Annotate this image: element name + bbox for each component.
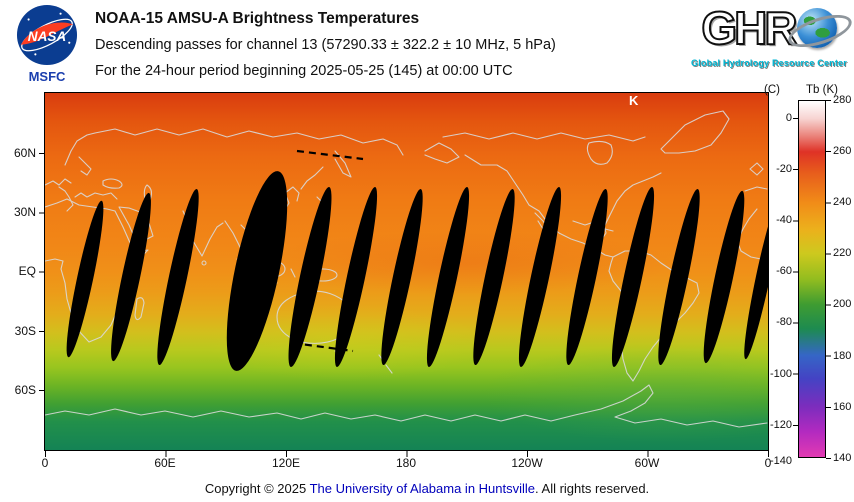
coastline-scandinavia	[64, 132, 96, 176]
period-line: For the 24-hour period beginning 2025-05…	[95, 63, 513, 79]
colorbar-gradient	[798, 100, 826, 458]
kelvin-tick-180: 180	[833, 350, 852, 362]
lat-label-60s: 60S	[14, 383, 36, 397]
subtitle: Descending passes for channel 13 (57290.…	[95, 37, 556, 53]
lon-label-120w: 120W	[511, 456, 543, 470]
copyright-suffix: . All rights reserved.	[535, 481, 650, 496]
copyright-prefix: Copyright © 2025	[204, 481, 310, 496]
coastline-antarctica	[45, 384, 768, 428]
celsius-tick-60: -60	[776, 265, 792, 277]
celsius-tick-120: -120	[769, 419, 792, 431]
kelvin-tick-160: 160	[833, 401, 852, 413]
ghrc-logo[interactable]: GHR Global Hydrology Resource Center	[684, 0, 854, 84]
nasa-msfc-label: MSFC	[28, 69, 66, 84]
coastline-black-sea	[102, 178, 123, 189]
kelvin-tick-260: 260	[833, 145, 852, 157]
lat-label-30s: 30S	[14, 324, 36, 338]
kelvin-tick-280: 280	[833, 94, 852, 106]
map-overlay	[45, 110, 768, 428]
lat-label-30n: 30N	[13, 205, 36, 219]
coastlines	[45, 110, 768, 428]
coastline-europe	[45, 178, 118, 212]
nasa-logo[interactable]: NASA MSFC	[10, 4, 84, 86]
celsius-tick-140: -140	[769, 455, 792, 467]
scanline-dashes	[292, 149, 364, 353]
coastline-greenland	[660, 110, 730, 154]
coastline-arabia	[118, 206, 154, 244]
colorbar-celsius-tick-marks	[793, 118, 798, 427]
ghrc-globe-icon	[784, 8, 854, 54]
celsius-tick-0: 0	[785, 112, 792, 124]
nasa-wordmark: NASA	[28, 29, 66, 44]
copyright-line: Copyright © 2025 The University of Alaba…	[0, 481, 854, 496]
kelvin-tick-200: 200	[833, 298, 852, 310]
ghrc-tagline: Global Hydrology Resource Center	[691, 58, 847, 68]
lon-label-0w: 0	[764, 456, 772, 470]
university-link[interactable]: The University of Alabama in Huntsville	[309, 481, 536, 496]
kelvin-tick-240: 240	[833, 196, 852, 208]
lon-label-0e: 0	[41, 456, 49, 470]
coastline-madagascar	[134, 297, 145, 321]
lat-label-eq: EQ	[18, 264, 36, 278]
lon-label-180: 180	[395, 456, 417, 470]
colorbar-celsius-title: (C)	[764, 84, 780, 96]
latitude-tick-marks	[39, 153, 45, 392]
coastline-sri-lanka	[201, 260, 207, 266]
nasa-meatball-icon: NASA	[16, 4, 78, 66]
kelvin-tick-220: 220	[833, 247, 852, 259]
colorbar-kelvin-title: Tb (K)	[806, 84, 838, 96]
celsius-tick-100: -100	[769, 368, 792, 380]
lon-label-120e: 120E	[271, 456, 301, 470]
ghrc-acronym: GHR	[684, 0, 854, 56]
kelvin-tick-140: 140	[833, 452, 852, 464]
lon-label-60e: 60E	[154, 456, 176, 470]
coastline-east-asia	[282, 150, 352, 214]
longitude-tick-marks	[45, 451, 769, 457]
map-panel: K	[44, 92, 769, 451]
celsius-tick-80: -80	[776, 316, 792, 328]
ghrc-letters: GHR	[700, 1, 798, 55]
page-title: NOAA-15 AMSU-A Brightness Temperatures	[95, 10, 420, 27]
colorbar-kelvin-tick-marks	[826, 100, 831, 460]
celsius-tick-40: -40	[776, 214, 792, 226]
celsius-tick-20: -20	[776, 163, 792, 175]
swath-gaps	[66, 171, 768, 371]
coastline-eurasia-north	[94, 128, 404, 156]
kelvin-annotation: K	[629, 93, 639, 108]
lat-label-60n: 60N	[13, 146, 36, 160]
lon-label-60w: 60W	[634, 456, 660, 470]
